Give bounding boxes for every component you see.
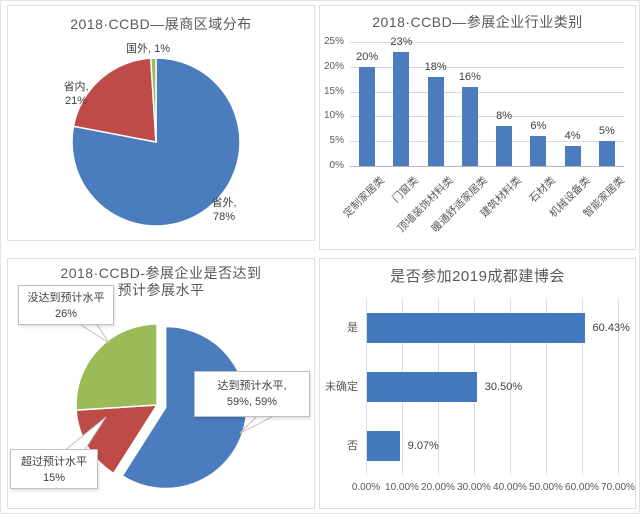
bar-6 bbox=[564, 146, 581, 166]
gridline bbox=[350, 166, 624, 167]
slice-label-shengnei: 省内, 21% bbox=[63, 81, 89, 107]
bar-1 bbox=[367, 372, 477, 402]
x-axis-tick: 30.00% bbox=[457, 482, 491, 493]
panel-attend-hbar: 是否参加2019成都建博会 0.00% 10.00% 20.00% 30.00% 40.… bbox=[319, 258, 636, 509]
slice-label-shengwai: 省外, 78% bbox=[211, 197, 237, 223]
category-label: 是 bbox=[347, 322, 358, 335]
panel-expectation-pie: 2018·CCBD-参展企业是否达到 预计参展水平 没达到预计水平 26% 超过… bbox=[7, 258, 315, 509]
bar-5 bbox=[530, 136, 547, 166]
panel-region-pie: 2018·CCBD—展商区域分布 国外, 1% 省内, 21% 省外, 78% bbox=[7, 5, 315, 241]
gridline bbox=[582, 299, 583, 475]
gridline bbox=[350, 42, 624, 43]
gridline bbox=[510, 299, 511, 475]
category-label: 未确定 bbox=[325, 381, 358, 393]
chart-title-region: 2018·CCBD—展商区域分布 bbox=[70, 16, 252, 32]
pie-slice-notreached bbox=[75, 323, 158, 411]
bar-value-label: 4% bbox=[564, 130, 581, 143]
x-axis-tick: 70.00% bbox=[601, 482, 635, 493]
y-axis-tick: 20% bbox=[323, 60, 344, 72]
x-axis-tick: 60.00% bbox=[565, 482, 599, 493]
bar-4 bbox=[496, 126, 513, 166]
bar-value-label: 9.07% bbox=[407, 439, 439, 452]
bar-value-label: 16% bbox=[458, 70, 481, 83]
callout-tail-notreached bbox=[76, 322, 110, 344]
bar-value-label: 6% bbox=[530, 120, 547, 133]
chart-title-expectation-line1: 2018·CCBD-参展企业是否达到 bbox=[60, 265, 262, 281]
bar-3 bbox=[461, 86, 478, 166]
gridline bbox=[350, 116, 624, 118]
chart-title-expectation-line2: 预计参展水平 bbox=[117, 282, 205, 298]
bar-value-label: 5% bbox=[598, 125, 615, 138]
bar-2 bbox=[367, 430, 400, 461]
bar-0 bbox=[359, 66, 376, 166]
x-axis-tick: 40.00% bbox=[493, 482, 527, 493]
category-label: 否 bbox=[347, 439, 358, 452]
slice-label-guowai: 国外, 1% bbox=[125, 43, 170, 55]
y-axis-tick: 15% bbox=[323, 85, 344, 97]
y-axis-tick: 25% bbox=[323, 36, 344, 47]
callout-notreached: 没达到预计水平 26% bbox=[18, 285, 114, 325]
gridline bbox=[350, 66, 624, 68]
callout-reached: 达到预计水平, 59%, 59% bbox=[194, 371, 310, 417]
y-axis-tick: 5% bbox=[329, 135, 344, 147]
bar-value-label: 18% bbox=[424, 60, 447, 73]
x-axis-tick: 20.00% bbox=[421, 482, 455, 493]
gridline bbox=[350, 141, 624, 143]
chart-title-industry: 2018·CCBD—参展企业行业类别 bbox=[372, 14, 583, 30]
pie-slice-guowai bbox=[149, 57, 157, 143]
bar-1 bbox=[393, 51, 410, 166]
bar-value-label: 30.50% bbox=[484, 381, 523, 393]
y-axis-tick: 10% bbox=[323, 110, 344, 122]
x-axis-tick: 10.00% bbox=[385, 482, 419, 493]
bar-value-label: 23% bbox=[390, 35, 413, 48]
bar-value-label: 8% bbox=[496, 110, 513, 123]
bar-0 bbox=[367, 313, 585, 344]
gridline bbox=[618, 299, 619, 475]
gridline bbox=[546, 299, 547, 475]
x-axis-tick: 50.00% bbox=[529, 482, 563, 493]
callout-exceeded: 超过预计水平 15% bbox=[10, 449, 98, 489]
chart-title-attend: 是否参加2019成都建博会 bbox=[390, 268, 565, 285]
bar-value-label: 20% bbox=[356, 50, 379, 63]
pie-slice-shengwai bbox=[71, 57, 241, 227]
gridline bbox=[350, 91, 624, 93]
gridline bbox=[366, 299, 367, 475]
region-pie-chart bbox=[71, 57, 241, 227]
bar-value-label: 60.43% bbox=[592, 322, 630, 335]
pie-slice-shengnei bbox=[72, 57, 157, 143]
y-axis-tick: 0% bbox=[329, 160, 344, 171]
bar-7 bbox=[598, 141, 615, 166]
bar-2 bbox=[427, 76, 444, 166]
panel-industry-bar: 2018·CCBD—参展企业行业类别 25% 20% 15% 10% 5% 0% 20% 定制… bbox=[319, 5, 636, 250]
x-axis-tick: 0.00% bbox=[351, 482, 381, 493]
